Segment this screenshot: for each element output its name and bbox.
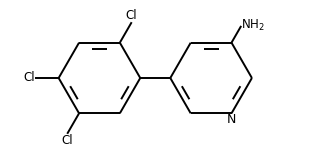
- Text: Cl: Cl: [61, 134, 73, 147]
- Text: Cl: Cl: [126, 9, 138, 22]
- Text: NH$_2$: NH$_2$: [241, 18, 265, 34]
- Text: Cl: Cl: [23, 71, 35, 85]
- Text: N: N: [227, 113, 236, 126]
